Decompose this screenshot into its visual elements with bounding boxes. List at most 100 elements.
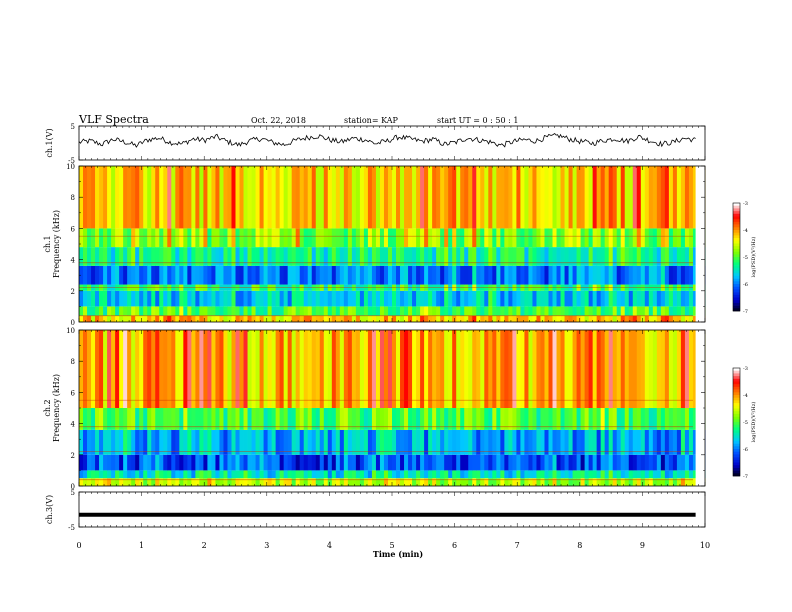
spectrogram-cell <box>588 478 594 486</box>
spectrogram-cell <box>672 330 678 408</box>
spectrogram-cell <box>548 265 553 285</box>
ch3-waveform-frame <box>78 491 706 528</box>
spectrogram-cell <box>211 470 216 479</box>
spectrogram-cell <box>604 265 610 285</box>
spectrogram-cell <box>127 470 132 479</box>
spectrogram-cell <box>323 429 329 455</box>
spectrogram-cell <box>472 478 477 486</box>
spectrogram-cell <box>508 470 513 479</box>
spectrogram-cell <box>612 330 618 408</box>
spectrogram-cell <box>243 478 248 486</box>
colorbar-swatch <box>733 308 740 312</box>
spectrogram-cell <box>392 478 397 486</box>
spectrogram-cell <box>500 247 505 266</box>
spectrogram-cell <box>488 408 493 430</box>
spectrogram-cell <box>528 330 533 408</box>
spectrogram-cell <box>279 478 285 486</box>
spectrogram-cell <box>151 330 156 408</box>
spectrogram-cell <box>175 315 180 322</box>
spectrogram-cell <box>640 478 646 486</box>
spectrogram-cell <box>504 429 509 455</box>
spectrogram-cell <box>416 330 421 408</box>
spectrogram-cell <box>119 330 124 408</box>
spectrogram-cell <box>600 408 606 430</box>
spectrogram-cell <box>115 470 120 479</box>
spectrogram-cell <box>375 454 381 471</box>
spectrogram-cell <box>147 330 152 408</box>
spectrogram-cell <box>263 315 268 322</box>
spectrogram-cell <box>688 478 694 486</box>
spectrogram-cell <box>307 408 313 430</box>
spectrogram-cell <box>576 290 581 307</box>
spectrogram-cell <box>351 315 357 322</box>
spectrogram-cell <box>640 306 646 316</box>
spectrogram-cell <box>167 429 172 455</box>
spectrogram-cell <box>115 265 120 285</box>
spectrogram-cell <box>648 265 654 285</box>
spectrogram-cell <box>532 454 537 471</box>
spectrogram-cell <box>396 454 401 471</box>
spectrogram-cell <box>648 306 654 316</box>
spectrogram-cell <box>476 290 481 307</box>
spectrogram-cell <box>400 306 405 316</box>
spectrogram-cell <box>243 265 248 285</box>
spectrogram-cell <box>500 306 505 316</box>
spectrogram-cell <box>680 408 686 430</box>
spectrogram-cell <box>211 247 216 266</box>
spectrogram-cell <box>275 429 281 455</box>
spectrogram-cell <box>259 408 264 430</box>
spectrogram-cell <box>371 247 377 266</box>
spectrogram-cell <box>355 330 361 408</box>
spectrogram-cell <box>207 290 212 307</box>
spectrogram-cell <box>520 408 525 430</box>
spectrogram-cell <box>123 306 128 316</box>
colorbar-swatch <box>733 405 740 409</box>
spectrogram-cell <box>504 478 509 486</box>
spectrogram-cell <box>472 330 477 408</box>
spectrogram-cell <box>476 330 481 408</box>
spectrogram-cell <box>315 306 321 316</box>
spectrogram-cell <box>428 470 433 479</box>
spectrogram-cell <box>383 228 389 248</box>
spectrogram-cell <box>508 429 513 455</box>
spectrogram-cell <box>347 228 353 248</box>
spectrogram-cell <box>572 470 577 479</box>
spectrogram-cell <box>412 228 417 248</box>
spectrogram-cell <box>620 166 626 229</box>
spectrogram-cell <box>131 330 136 408</box>
spectrogram-cell <box>291 306 297 316</box>
spectrogram-cell <box>480 247 485 266</box>
spectrogram-cell <box>612 454 618 471</box>
spectrogram-cell <box>111 166 116 229</box>
spectrogram-cell <box>460 454 465 471</box>
colorbar-swatch <box>733 376 740 380</box>
spectrogram-cell <box>371 315 377 322</box>
spectrogram-cell <box>195 166 200 229</box>
spectrogram-cell <box>516 315 521 322</box>
spectrogram-cell <box>656 290 662 307</box>
spectrogram-cell <box>343 247 349 266</box>
spectrogram-cell <box>444 470 449 479</box>
spectrogram-cell <box>291 429 297 455</box>
spectrogram-cell <box>115 306 120 316</box>
spectrogram-cell <box>331 330 337 408</box>
spectrogram-cell <box>299 247 305 266</box>
spectrogram-cell <box>536 306 541 316</box>
spectrogram-cell <box>335 247 341 266</box>
spectrogram-cell <box>520 478 525 486</box>
spectrogram-cell <box>488 290 493 307</box>
spectrogram-cell <box>135 166 140 229</box>
spectrogram-cell <box>83 408 88 430</box>
spectrogram-cell <box>279 454 285 471</box>
spectrogram-cell <box>572 330 577 408</box>
spectrogram-cell <box>572 429 577 455</box>
spectrogram-cell <box>387 454 393 471</box>
spectrogram-cell <box>119 247 124 266</box>
spectrogram-cell <box>440 166 445 229</box>
spectrogram-cell <box>119 429 124 455</box>
spectrogram-cell <box>464 306 469 316</box>
spectrogram-cell <box>359 429 365 455</box>
spectrogram-cell <box>119 408 124 430</box>
spectrogram-cell <box>315 228 321 248</box>
